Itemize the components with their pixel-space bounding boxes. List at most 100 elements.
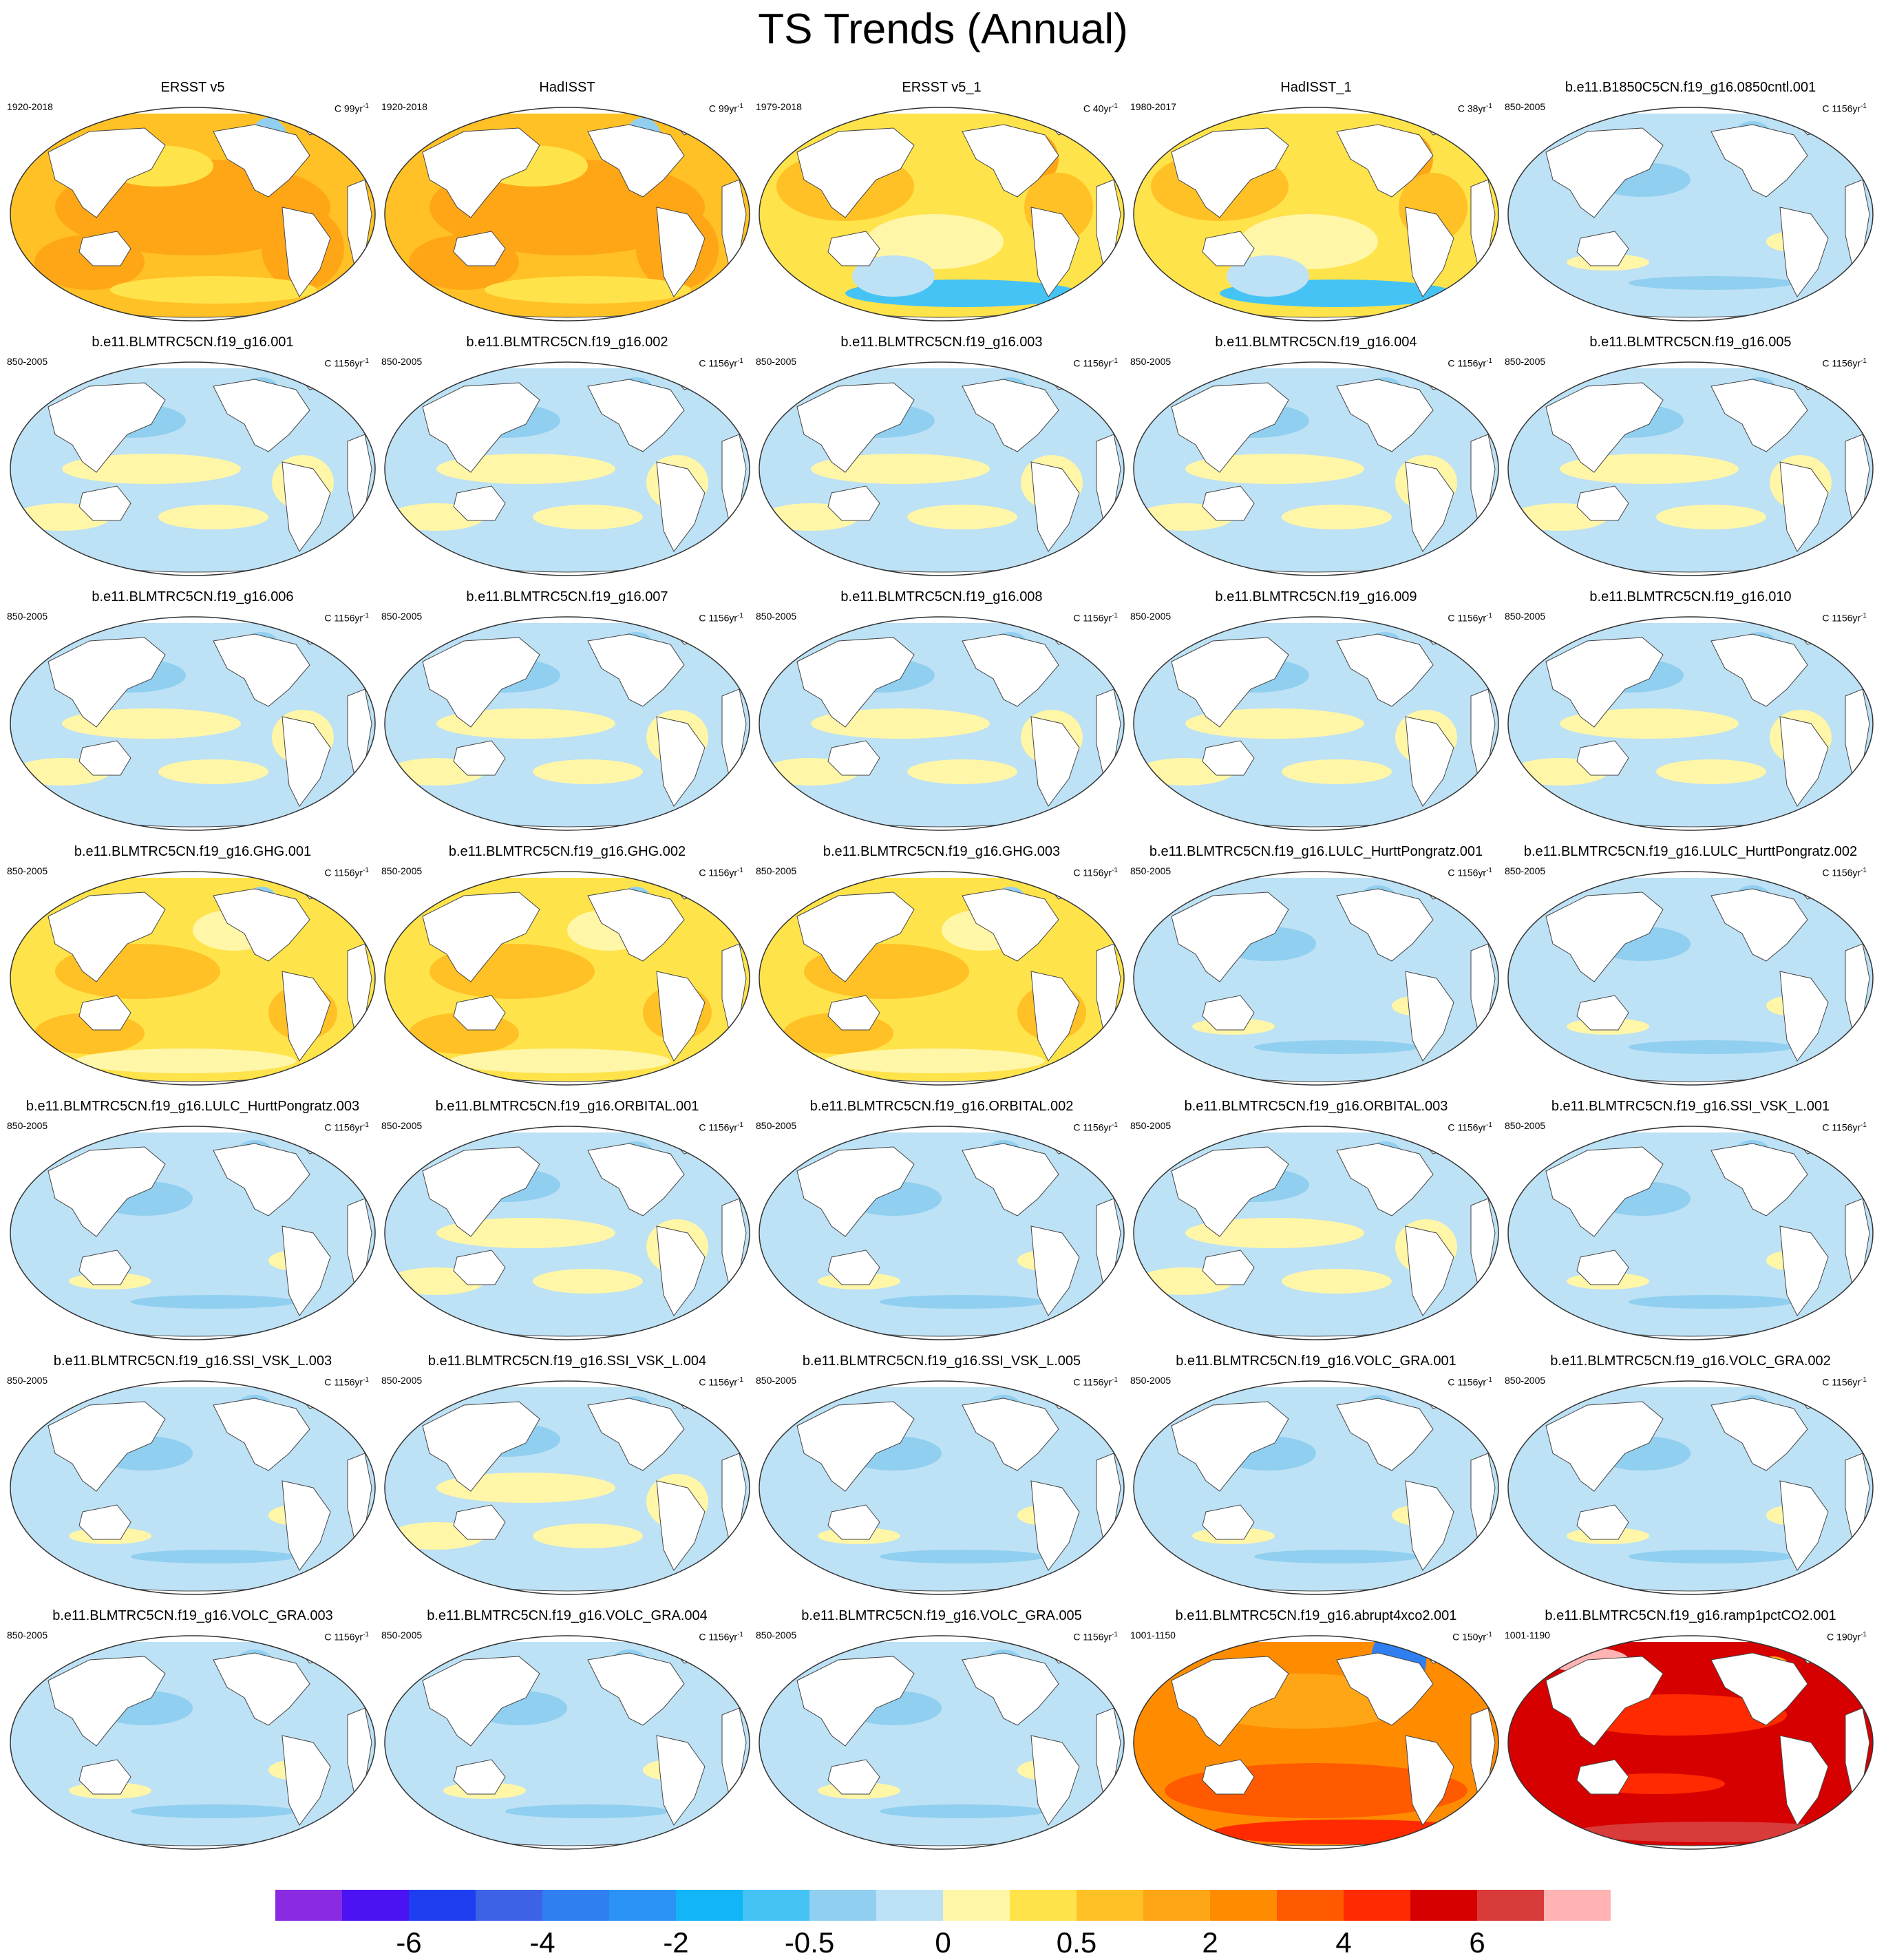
trend-region (852, 255, 935, 297)
land-mass (587, 633, 685, 707)
colorbar-tick-label: 2 (1202, 1926, 1218, 1959)
map-panel: HadISST 1920-2018 C 99yr-1 (381, 79, 753, 334)
land-mass (1202, 1250, 1255, 1285)
panel-period: 850-2005 (1130, 356, 1172, 367)
colorbar-swatch (743, 1890, 809, 1921)
land-mass (1030, 971, 1080, 1062)
trend-region (1254, 1040, 1419, 1054)
panel-units: C 1156yr-1 (699, 357, 743, 369)
land-mass (1779, 461, 1829, 552)
panel-units: C 99yr-1 (708, 103, 743, 114)
land-mass (827, 231, 880, 266)
map-outline (1507, 871, 1874, 1086)
trend-region (907, 759, 1017, 784)
land-mass (1336, 888, 1434, 962)
panel-title: b.e11.BLMTRC5CN.f19_g16.ORBITAL.002 (809, 1099, 1074, 1114)
trend-region (1629, 1550, 1794, 1563)
land-mass (796, 637, 915, 728)
panel-title: b.e11.BLMTRC5CN.f19_g16.SSI_VSK_L.004 (427, 1353, 707, 1369)
land-mass (213, 633, 310, 707)
land-mass (453, 1250, 506, 1285)
map-panel: b.e11.BLMTRC5CN.f19_g16.VOLC_GRA.005 850-… (756, 1608, 1127, 1862)
panel-units: C 1156yr-1 (1822, 357, 1867, 369)
world-map (759, 1126, 1125, 1340)
world-map (384, 1126, 750, 1340)
map-panel: ERSST v5_1 1979-2018 C 40yr-1 (756, 79, 1127, 334)
panel-period: 850-2005 (1130, 611, 1172, 622)
colorbar-swatch (1277, 1890, 1344, 1921)
trend-region (436, 454, 615, 484)
land-mass (1405, 1480, 1454, 1571)
map-outline (1507, 1380, 1874, 1595)
land-mass (1576, 1504, 1629, 1540)
trend-region (880, 1295, 1045, 1309)
colorbar-swatch (809, 1890, 876, 1921)
panel-title: b.e11.BLMTRC5CN.f19_g16.VOLC_GRA.004 (427, 1608, 708, 1623)
figure-title: TS Trends (Annual) (758, 6, 1128, 53)
colorbar-swatch (275, 1890, 342, 1921)
trend-region (811, 708, 990, 739)
land-mass (962, 124, 1059, 198)
trend-region (158, 505, 268, 529)
map-outline (1133, 1380, 1499, 1595)
panel-period: 1001-1190 (1505, 1630, 1550, 1641)
land-mass (1405, 716, 1454, 807)
panel-period: 850-2005 (1505, 1375, 1546, 1386)
panel-units: C 1156yr-1 (1073, 1631, 1118, 1643)
map-outline (10, 361, 376, 576)
trend-region (1282, 759, 1392, 784)
land-mass (453, 1504, 506, 1540)
colorbar-tick-label: -2 (663, 1926, 689, 1959)
panel-units: C 1156yr-1 (1822, 1376, 1867, 1388)
land-mass (1202, 740, 1255, 776)
world-map (759, 616, 1125, 831)
map-outline (1133, 1126, 1499, 1340)
land-mass (656, 1225, 706, 1316)
panel-title: b.e11.BLMTRC5CN.f19_g16.LULC_HurttPongra… (1149, 844, 1483, 859)
map-outline (1133, 1635, 1499, 1850)
trend-region (62, 454, 241, 484)
map-panel: b.e11.BLMTRC5CN.f19_g16.ramp1pctCO2.001 1… (1505, 1608, 1876, 1862)
trend-region (1656, 759, 1766, 784)
colorbar (275, 1890, 1611, 1921)
map-outline (759, 1635, 1125, 1850)
panel-units: C 1156yr-1 (699, 1121, 743, 1133)
panel-period: 850-2005 (1130, 865, 1172, 876)
world-map (384, 871, 750, 1086)
panel-period: 1980-2017 (1130, 101, 1176, 112)
map-panel: b.e11.BLMTRC5CN.f19_g16.LULC_HurttPongra… (7, 1098, 379, 1353)
land-mass (827, 1504, 880, 1540)
panel-units: C 1156yr-1 (1073, 1121, 1118, 1133)
map-outline (1133, 616, 1499, 831)
trend-region (907, 505, 1017, 529)
map-panel: ERSST v5 1920-2018 C 99yr-1 (7, 79, 379, 334)
panel-units: C 1156yr-1 (1073, 612, 1118, 624)
panel-title: b.e11.BLMTRC5CN.f19_g16.SSI_VSK_L.005 (802, 1353, 1081, 1369)
panel-title: b.e11.BLMTRC5CN.f19_g16.ramp1pctCO2.001 (1545, 1608, 1836, 1623)
panel-period: 850-2005 (7, 1630, 48, 1641)
land-mass (453, 995, 506, 1031)
map-outline (384, 1380, 750, 1595)
map-outline (10, 1380, 376, 1595)
land-mass (962, 1398, 1059, 1471)
land-mass (1336, 379, 1434, 452)
panel-units: C 1156yr-1 (699, 612, 743, 624)
land-mass (78, 1250, 131, 1285)
panel-title: b.e11.BLMTRC5CN.f19_g16.010 (1589, 589, 1792, 604)
land-mass (282, 461, 331, 552)
map-outline (384, 1126, 750, 1340)
panel-units: C 1156yr-1 (324, 1376, 369, 1388)
land-mass (656, 1735, 706, 1826)
map-panel: b.e11.BLMTRC5CN.f19_g16.010 850-2005 C 115… (1505, 589, 1876, 843)
land-mass (47, 637, 166, 728)
panel-title: b.e11.BLMTRC5CN.f19_g16.008 (840, 589, 1043, 604)
colorbar-swatch (1410, 1890, 1477, 1921)
map-panel: b.e11.BLMTRC5CN.f19_g16.SSI_VSK_L.003 850… (7, 1353, 379, 1608)
land-mass (796, 127, 915, 218)
panel-period: 850-2005 (1130, 1120, 1172, 1131)
land-mass (1710, 124, 1808, 198)
panel-units: C 1156yr-1 (1822, 103, 1867, 114)
panel-units: C 38yr-1 (1457, 103, 1492, 114)
land-mass (422, 1656, 540, 1747)
panel-title: b.e11.BLMTRC5CN.f19_g16.abrupt4xco2.001 (1175, 1608, 1457, 1623)
